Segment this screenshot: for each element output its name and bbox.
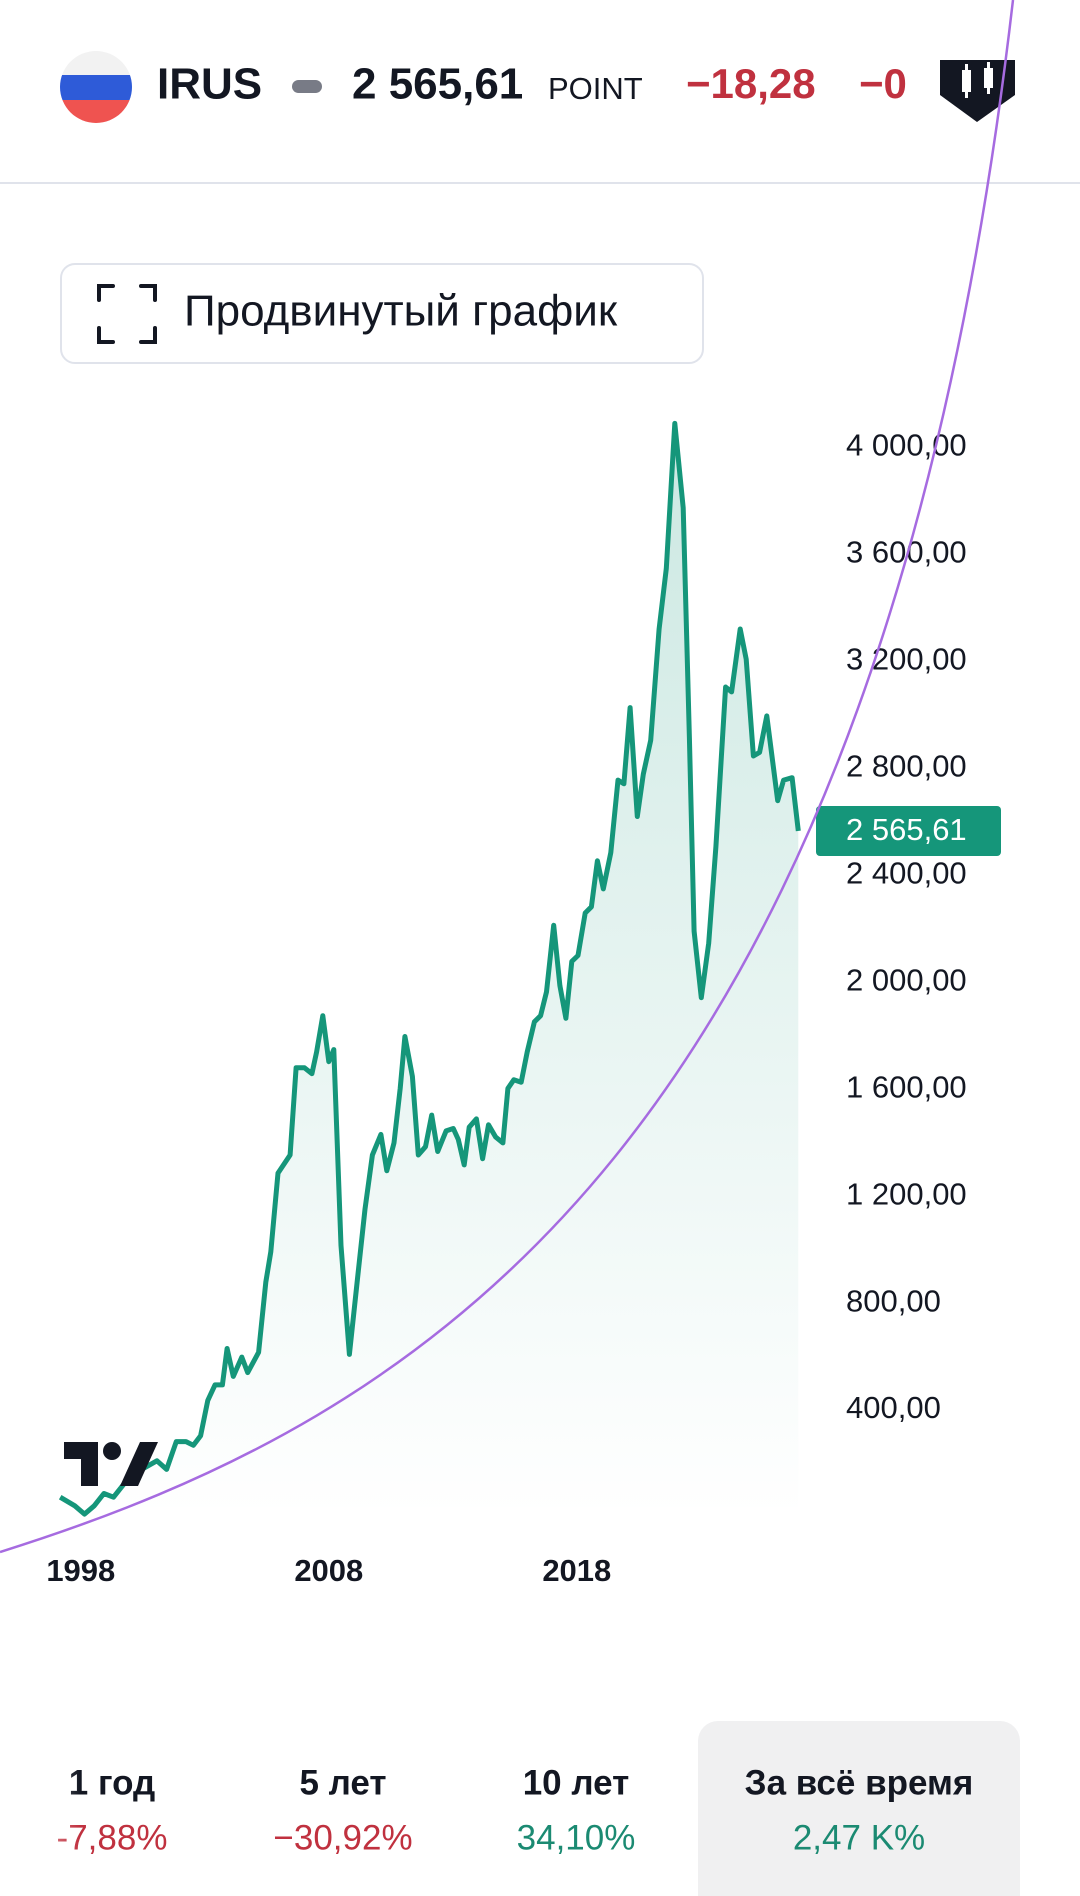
line: [58, 420, 801, 1517]
price: 2 565,61: [352, 60, 523, 109]
y-tick-label: 2 000,00: [846, 962, 967, 997]
fade: [0, 1740, 80, 1860]
tv-logo: [64, 1442, 158, 1486]
y-tick-label: 1 200,00: [846, 1176, 967, 1211]
price-badge: [816, 806, 1001, 857]
flag: [60, 51, 132, 123]
y-tick-label: 3 600,00: [846, 535, 967, 570]
y-tick-label: 3 200,00: [846, 642, 967, 677]
x-tick-label: 2008: [294, 1553, 363, 1588]
status-pill: [292, 80, 322, 93]
y-tick-label: 800,00: [846, 1283, 941, 1318]
plot: 400,00 800,00 1 200,00 1 600,00 2 000,00 2 40…: [46, 420, 1001, 1588]
x-tick-label: 2018: [542, 1553, 611, 1588]
y-tick-label: 2 800,00: [846, 749, 967, 784]
y-tick-label: 4 000,00: [846, 428, 967, 463]
y-tick-label: 2 400,00: [846, 855, 967, 890]
period-label[interactable]: 10 лет: [523, 1763, 630, 1802]
change: −18,28: [686, 60, 816, 107]
chart-icon[interactable]: [940, 60, 1015, 122]
period-change[interactable]: 2,47 K%: [793, 1818, 925, 1857]
y-tick-label: 1 600,00: [846, 1069, 967, 1104]
area: [60, 423, 799, 1517]
period-label[interactable]: За всё время: [745, 1763, 974, 1802]
period-change[interactable]: −30,92%: [273, 1818, 412, 1857]
overlay-curve: [0, 0, 1015, 1554]
period-change[interactable]: 34,10%: [517, 1818, 636, 1857]
unit: POINT: [548, 71, 643, 106]
change-pct: −0: [859, 60, 907, 107]
advanced-chart-button[interactable]: Продвинутый график: [60, 263, 704, 364]
button-label[interactable]: Продвинутый график: [184, 287, 618, 336]
selected-period-bg: [698, 1721, 1020, 1896]
y-tick-label: 400,00: [846, 1390, 941, 1425]
ticker: IRUS: [157, 60, 262, 109]
period-label[interactable]: 5 лет: [299, 1763, 386, 1802]
price-badge-label: 2 565,61: [846, 812, 967, 847]
period-label[interactable]: 1 год: [69, 1763, 155, 1802]
x-tick-label: 1998: [46, 1553, 115, 1588]
